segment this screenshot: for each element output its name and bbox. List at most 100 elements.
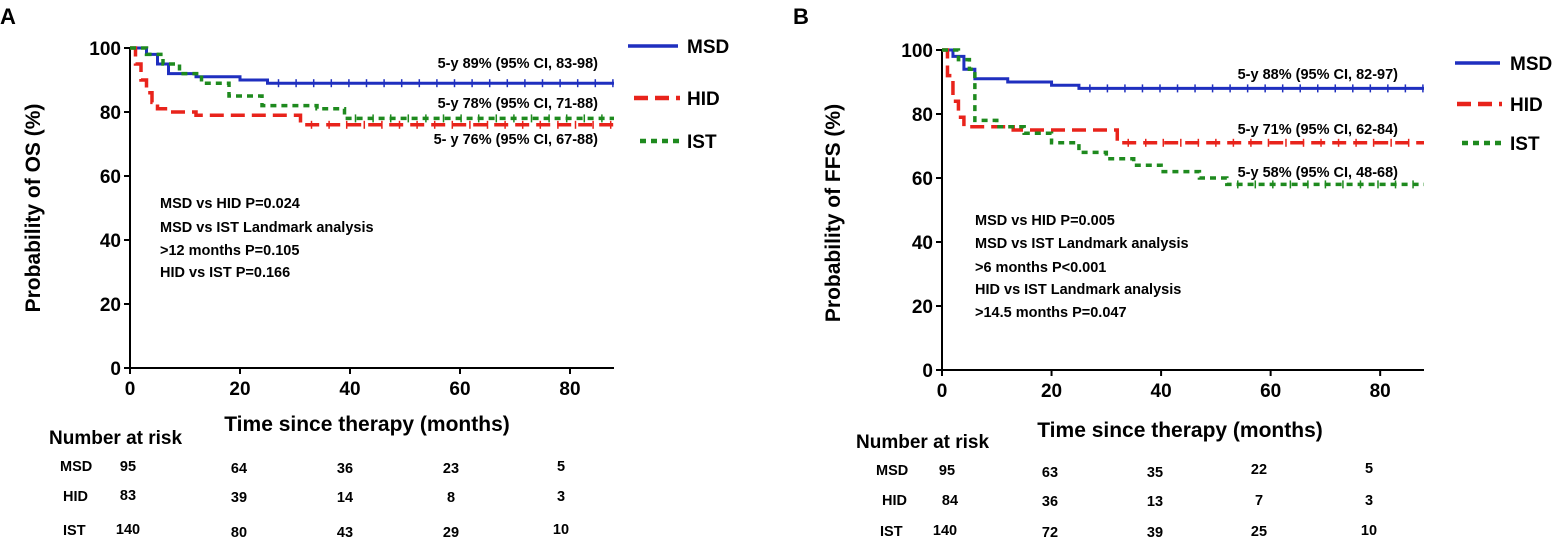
- panel-a-y-tick-label-60: 60: [100, 167, 121, 188]
- panel-b-risk-ist-20: 72: [1042, 525, 1058, 539]
- panel-b-y-tick-label-80: 80: [912, 105, 933, 126]
- panel-a-y-tick-label-100: 100: [89, 39, 121, 60]
- panel-a-risk-hid-20: 39: [231, 490, 247, 506]
- panel-b-y-tick-label-60: 60: [912, 169, 933, 190]
- panel-a: A Probability of OS (%) Time since thera…: [0, 4, 729, 539]
- panel-b-risk-group-hid: HID: [882, 493, 907, 509]
- panel-b-stat-line-1: MSD vs HID P=0.005: [975, 213, 1115, 229]
- panel-a-stat-line-4: HID vs IST P=0.166: [160, 265, 290, 281]
- panel-a-risk-hid-80: 3: [557, 489, 565, 505]
- panel-b-legend-hid: HID: [1510, 95, 1543, 116]
- panel-a-risk-ist-60: 29: [443, 525, 459, 539]
- panel-a-risk-group-hid: HID: [63, 489, 88, 505]
- panel-b-curve-label-hid: 5-y 71% (95% CI, 62-84): [1238, 122, 1399, 138]
- panel-a-curve-ist: [130, 46, 614, 121]
- panel-a-risk-msd-0: 95: [120, 459, 136, 475]
- panel-b-y-axis-label: Probability of FFS (%): [822, 104, 845, 322]
- panel-a-y-tick-label-80: 80: [100, 103, 121, 124]
- panel-a-stat-line-1: MSD vs HID P=0.024: [160, 196, 300, 212]
- panel-b-risk-group-ist: IST: [880, 524, 903, 539]
- panel-b-stat-line-2: MSD vs IST Landmark analysis: [975, 236, 1189, 252]
- panel-a-legend: MSD HID IST: [628, 37, 729, 153]
- panel-a-x-tick-label-40: 40: [339, 379, 360, 400]
- panel-b-risk-ist-80: 10: [1361, 523, 1377, 539]
- panel-a-x-tick-label-0: 0: [125, 379, 136, 400]
- panel-b-curve-ist: [942, 48, 1424, 187]
- panel-b-risk-ist-0: 140: [933, 523, 957, 539]
- panel-b-risk-msd-60: 22: [1251, 462, 1267, 478]
- panel-b-risk-ist-40: 39: [1147, 525, 1163, 539]
- panel-a-risk-msd-80: 5: [557, 459, 565, 475]
- panel-a-x-axis-label: Time since therapy (months): [224, 413, 510, 436]
- panel-b-risk-msd-20: 63: [1042, 465, 1058, 481]
- panel-a-y-axis-label: Probability of OS (%): [22, 104, 45, 313]
- panel-b-risk-group-msd: MSD: [876, 463, 908, 479]
- panel-a-risk-group-msd: MSD: [60, 459, 92, 475]
- panel-b-y-tick-label-40: 40: [912, 233, 933, 254]
- panel-a-risk-msd-60: 23: [443, 461, 459, 477]
- panel-a-risk-table: Number at risk MSD HID IST 95 64 36 23 5…: [49, 428, 569, 539]
- panel-b-stat-line-3: >6 months P<0.001: [975, 260, 1106, 276]
- panel-a-risk-ist-20: 80: [231, 525, 247, 539]
- panel-b-x-tick-label-60: 60: [1260, 381, 1281, 402]
- panel-a-x-tick-label-80: 80: [559, 379, 580, 400]
- panel-a-curve-label-hid: 5- y 76% (95% CI, 67-88): [434, 132, 599, 148]
- panel-a-y-tick-label-40: 40: [100, 231, 121, 252]
- panel-b-risk-table: Number at risk MSD HID IST 95 63 35 22 5…: [856, 432, 1377, 539]
- panel-b-x-tick-label-80: 80: [1370, 381, 1391, 402]
- panel-a-risk-ist-80: 10: [553, 522, 569, 538]
- panel-b-curve-label-ist: 5-y 58% (95% CI, 48-68): [1238, 165, 1399, 181]
- panel-a-legend-ist: IST: [687, 132, 717, 153]
- panel-b-y-tick-label-0: 0: [922, 361, 933, 382]
- panel-b-risk-ist-60: 25: [1251, 524, 1267, 539]
- panel-a-x-tick-label-60: 60: [449, 379, 470, 400]
- panel-a-plot: 0 20 40 60 80 100 0 20 40 60 80: [89, 39, 614, 400]
- panel-b-x-axis-label: Time since therapy (months): [1037, 419, 1323, 442]
- panel-a-risk-msd-20: 64: [231, 461, 247, 477]
- panel-b-risk-hid-20: 36: [1042, 494, 1058, 510]
- panel-a-risk-title: Number at risk: [49, 428, 182, 449]
- panel-a-curve-label-ist: 5-y 78% (95% CI, 71-88): [438, 96, 599, 112]
- panel-b: B Probability of FFS (%) Time since ther…: [793, 4, 1552, 539]
- panel-b-legend-ist: IST: [1510, 134, 1540, 155]
- panel-b-curve-msd: [942, 48, 1424, 90]
- panel-a-risk-group-ist: IST: [63, 523, 86, 539]
- panel-a-legend-msd: MSD: [687, 37, 729, 58]
- panel-b-stat-line-5: >14.5 months P=0.047: [975, 305, 1127, 321]
- panel-a-stat-line-3: >12 months P=0.105: [160, 243, 299, 259]
- panel-b-risk-title: Number at risk: [856, 432, 989, 453]
- panel-b-legend: MSD HID IST: [1455, 54, 1552, 155]
- panel-a-risk-ist-0: 140: [116, 522, 140, 538]
- panel-a-curve-hid: [130, 46, 614, 127]
- panel-a-risk-ist-40: 43: [337, 525, 353, 539]
- panel-b-x-tick-label-40: 40: [1151, 381, 1172, 402]
- panel-b-x-tick-label-20: 20: [1041, 381, 1062, 402]
- panel-b-curve-label-msd: 5-y 88% (95% CI, 82-97): [1238, 67, 1399, 83]
- panel-a-y-tick-label-0: 0: [110, 359, 121, 380]
- panel-a-risk-msd-40: 36: [337, 461, 353, 477]
- panel-a-legend-hid: HID: [687, 89, 720, 110]
- panel-b-x-tick-label-0: 0: [937, 381, 948, 402]
- panel-b-letter: B: [793, 4, 809, 29]
- panel-b-legend-msd: MSD: [1510, 54, 1552, 75]
- panel-b-plot: 0 20 40 60 80 100 0 20 40 60 80: [901, 41, 1424, 402]
- panel-b-y-tick-label-100: 100: [901, 41, 933, 62]
- panel-a-curve-label-msd: 5-y 89% (95% CI, 83-98): [438, 56, 599, 72]
- panel-a-risk-hid-60: 8: [447, 490, 455, 506]
- panel-a-stat-line-2: MSD vs IST Landmark analysis: [160, 220, 374, 236]
- panel-b-y-tick-label-20: 20: [912, 297, 933, 318]
- panel-a-x-tick-label-20: 20: [229, 379, 250, 400]
- panel-a-risk-hid-40: 14: [337, 490, 353, 506]
- panel-b-curve-hid: [942, 48, 1424, 145]
- panel-b-risk-hid-0: 84: [942, 493, 958, 509]
- panel-b-risk-msd-40: 35: [1147, 465, 1163, 481]
- panel-a-y-tick-label-20: 20: [100, 295, 121, 316]
- panel-a-letter: A: [0, 4, 16, 29]
- panel-a-risk-hid-0: 83: [120, 488, 136, 504]
- panel-b-risk-hid-40: 13: [1147, 494, 1163, 510]
- panel-b-risk-msd-80: 5: [1365, 461, 1373, 477]
- panel-b-risk-msd-0: 95: [939, 463, 955, 479]
- panel-b-stat-line-4: HID vs IST Landmark analysis: [975, 282, 1181, 298]
- panel-b-risk-hid-60: 7: [1255, 493, 1263, 509]
